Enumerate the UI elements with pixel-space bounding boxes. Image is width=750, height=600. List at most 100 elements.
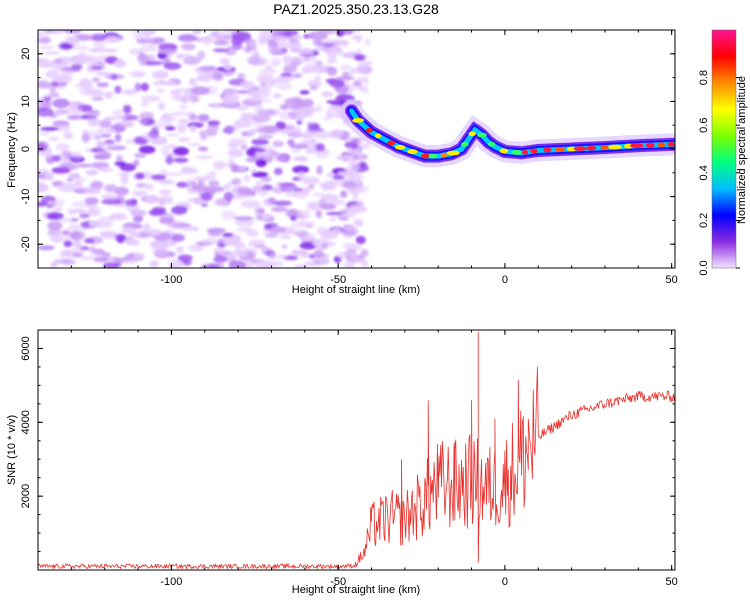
noise-blob <box>296 48 314 55</box>
noise-blob <box>342 180 358 189</box>
colorbar-tick-label: 0.2 <box>698 213 710 228</box>
noise-blob <box>72 57 92 64</box>
noise-blob <box>270 50 286 56</box>
noise-blob <box>350 165 361 171</box>
noise-blob <box>177 34 197 42</box>
noise-blob <box>166 144 179 149</box>
noise-blob <box>90 180 104 189</box>
noise-blob <box>92 248 105 256</box>
noise-blob <box>349 188 357 195</box>
noise-blob <box>359 152 364 158</box>
noise-blob <box>349 175 355 180</box>
noise-blob <box>275 41 290 49</box>
track-hotspot <box>511 150 523 155</box>
noise-blob <box>149 240 164 249</box>
noise-blob <box>288 41 303 51</box>
snr-ylabel: SNR (10 * v/v) <box>6 415 18 485</box>
noise-blob <box>63 240 73 248</box>
noise-blob <box>72 45 90 51</box>
noise-blob <box>60 43 73 50</box>
noise-blob <box>38 143 47 153</box>
noise-blob <box>303 33 310 39</box>
noise-blob <box>176 53 193 57</box>
noise-blob <box>55 68 72 74</box>
noise-blob <box>362 60 373 67</box>
noise-blob <box>43 51 61 55</box>
noise-blob <box>135 182 147 188</box>
noise-blob <box>231 187 239 196</box>
noise-blob <box>47 221 63 231</box>
noise-blob <box>121 89 138 95</box>
noise-blob <box>192 30 202 35</box>
noise-blob <box>267 40 279 49</box>
noise-blob <box>326 50 335 58</box>
noise-blob <box>353 169 359 174</box>
track-hotspot <box>352 118 365 123</box>
noise-blob <box>101 48 119 53</box>
noise-blob <box>279 234 292 240</box>
noise-blob <box>326 100 341 104</box>
track-hotspot <box>555 147 565 152</box>
noise-blob <box>350 205 359 210</box>
noise-blob <box>163 62 182 70</box>
noise-blob <box>261 150 272 157</box>
noise-blob <box>240 113 257 122</box>
noise-blob <box>272 140 284 148</box>
noise-blob <box>316 104 323 113</box>
colorbar-tick-label: 0.0 <box>698 260 710 275</box>
noise-blob <box>96 140 105 150</box>
noise-blob <box>292 73 303 79</box>
noise-blob <box>246 229 259 237</box>
noise-blob <box>313 131 334 139</box>
noise-blob <box>95 71 113 76</box>
noise-blob <box>133 152 147 159</box>
noise-blob <box>337 171 353 176</box>
noise-blob <box>228 260 246 268</box>
noise-blob <box>84 238 95 244</box>
noise-blob <box>128 70 145 78</box>
noise-blob <box>338 39 349 47</box>
noise-blob <box>188 80 198 87</box>
noise-blob <box>255 159 267 168</box>
noise-blob <box>279 103 289 111</box>
noise-blob <box>162 239 176 247</box>
noise-blob <box>341 30 354 35</box>
noise-blob <box>173 95 193 102</box>
noise-blob <box>51 167 71 174</box>
noise-blob <box>308 31 328 41</box>
noise-blob <box>270 206 288 213</box>
noise-blob <box>230 163 240 173</box>
noise-blob <box>276 182 296 187</box>
noise-blob <box>361 85 368 90</box>
noise-blob <box>139 117 147 124</box>
noise-blob <box>292 165 310 174</box>
noise-blob <box>216 32 227 42</box>
noise-blob <box>200 134 207 141</box>
noise-blob <box>125 199 138 207</box>
noise-blob <box>80 82 94 89</box>
noise-blob <box>139 111 155 120</box>
spectrogram-xlabel: Height of straight line (km) <box>292 284 420 296</box>
noise-blob <box>67 36 80 46</box>
noise-blob <box>176 123 187 133</box>
noise-blob <box>49 234 65 242</box>
noise-blob <box>45 69 58 79</box>
noise-blob <box>162 80 177 86</box>
noise-blob <box>354 181 361 185</box>
noise-blob <box>59 251 77 258</box>
noise-blob <box>165 126 176 131</box>
noise-blob <box>310 137 317 147</box>
snr-xlabel: Height of straight line (km) <box>292 584 420 596</box>
noise-blob <box>114 261 122 268</box>
noise-blob <box>339 190 348 199</box>
noise-blob <box>282 55 294 65</box>
noise-blob <box>260 176 272 183</box>
noise-blob <box>354 192 359 200</box>
noise-blob <box>347 161 361 166</box>
noise-blob <box>177 137 191 142</box>
noise-blob <box>231 249 249 257</box>
noise-blob <box>40 100 53 108</box>
noise-blob <box>234 105 249 111</box>
noise-blob <box>296 221 316 225</box>
noise-blob <box>355 235 366 245</box>
